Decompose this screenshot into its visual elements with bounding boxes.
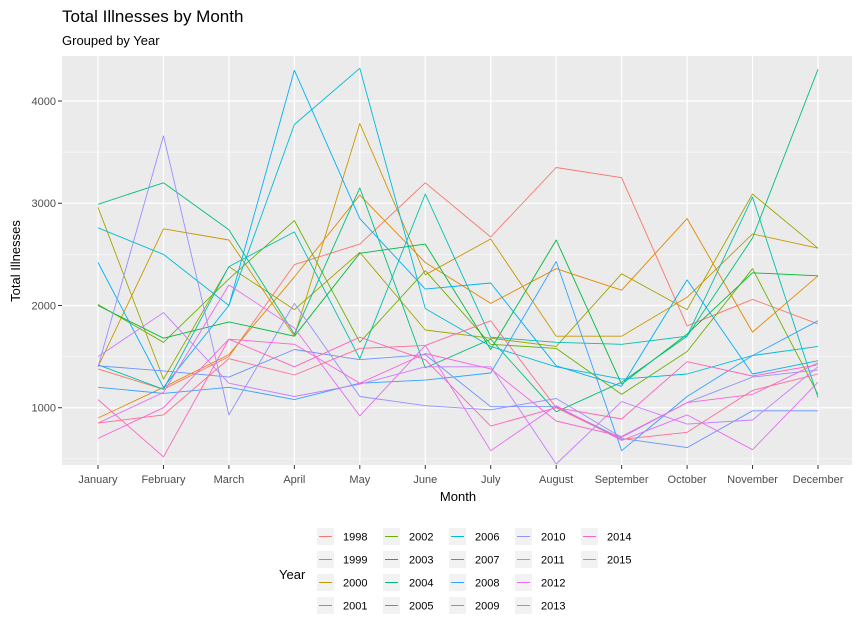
legend-label: 2005 [409,601,433,613]
x-tick-label: February [141,474,186,486]
legend-item-2014: 2014 [581,528,631,545]
series-line-1999 [97,194,819,419]
chart-subtitle: Grouped by Year [62,33,160,48]
legend-label: 2003 [409,555,433,567]
legend-label: 2011 [541,555,565,567]
legend-label: 2007 [475,555,499,567]
series-line-2013 [97,338,819,439]
legend-label: 1999 [343,555,367,567]
y-tick-label: 1000 [32,403,56,415]
x-tick-label: June [413,474,437,486]
series-line-2014 [97,336,819,458]
x-tick-label: March [214,474,245,486]
x-tick-label: April [283,474,305,486]
legend-item-2015: 2015 [581,551,631,568]
series-line-2001 [97,193,819,380]
series-line-2012 [97,284,819,452]
plot-panel [62,56,852,465]
y-axis: 1000 2000 3000 4000 [32,96,62,415]
grid-minor [62,151,852,460]
legend-item-2004: 2004 [383,574,433,591]
series-line-2007 [97,69,819,388]
legend-label: 2015 [607,555,631,567]
x-tick-label: January [78,474,118,486]
legend-item-2001: 2001 [317,597,367,614]
legend-label: 2010 [541,532,565,544]
legend-item-2006: 2006 [449,528,499,545]
legend-label: 2009 [475,601,499,613]
x-tick-label: September [595,474,649,486]
series-line-2005 [97,193,819,398]
legend-label: 2014 [607,532,631,544]
legend-title: Year [279,567,306,582]
x-tick-label: December [793,474,844,486]
x-axis: January February March April May June July Augu… [78,465,844,486]
series-line-2015 [97,320,819,440]
legend-item-2010: 2010 [515,528,565,545]
series-line-2011 [97,312,819,465]
legend-label: 2000 [343,578,367,590]
x-axis-title: Month [440,489,476,504]
x-tick-label: July [481,474,501,486]
legend-label: 2012 [541,578,565,590]
series-line-2008 [97,261,819,452]
series-layer [97,67,819,465]
legend-label: 2001 [343,601,367,613]
series-line-2002 [97,220,819,395]
legend-label: 2004 [409,578,433,590]
legend-item-2013: 2013 [515,597,565,614]
legend-item-2012: 2012 [515,574,565,591]
legend-item-2011: 2011 [515,551,565,568]
y-axis-title: Total Illnesses [8,220,23,302]
legend-item-1999: 1999 [317,551,367,568]
legend-item-2005: 2005 [383,597,433,614]
legend-label: 2006 [475,532,499,544]
x-tick-label: May [349,474,370,486]
legend-item-1998: 1998 [317,528,367,545]
legend-label: 2002 [409,532,433,544]
legend: Year 1998 1999 2000 2001 2002 2003 2004 2005 200… [279,528,631,614]
x-tick-label: August [539,474,573,486]
series-line-2000 [97,123,819,367]
series-line-2009 [97,349,818,449]
y-tick-label: 4000 [32,96,56,108]
legend-label: 2013 [541,601,565,613]
x-tick-label: October [668,474,707,486]
legend-item-2002: 2002 [383,528,433,545]
series-line-2006 [97,67,819,380]
series-line-2004 [97,69,819,413]
legend-item-2008: 2008 [449,574,499,591]
y-tick-label: 3000 [32,198,56,210]
series-line-1998 [97,167,819,390]
legend-item-2009: 2009 [449,597,499,614]
legend-item-2007: 2007 [449,551,499,568]
y-tick-label: 2000 [32,300,56,312]
legend-label: 1998 [343,532,367,544]
legend-item-2003: 2003 [383,551,433,568]
x-tick-label: November [727,474,778,486]
legend-label: 2008 [475,578,499,590]
series-line-2003 [97,239,819,385]
chart-title: Total Illnesses by Month [62,7,243,26]
legend-item-2000: 2000 [317,574,367,591]
